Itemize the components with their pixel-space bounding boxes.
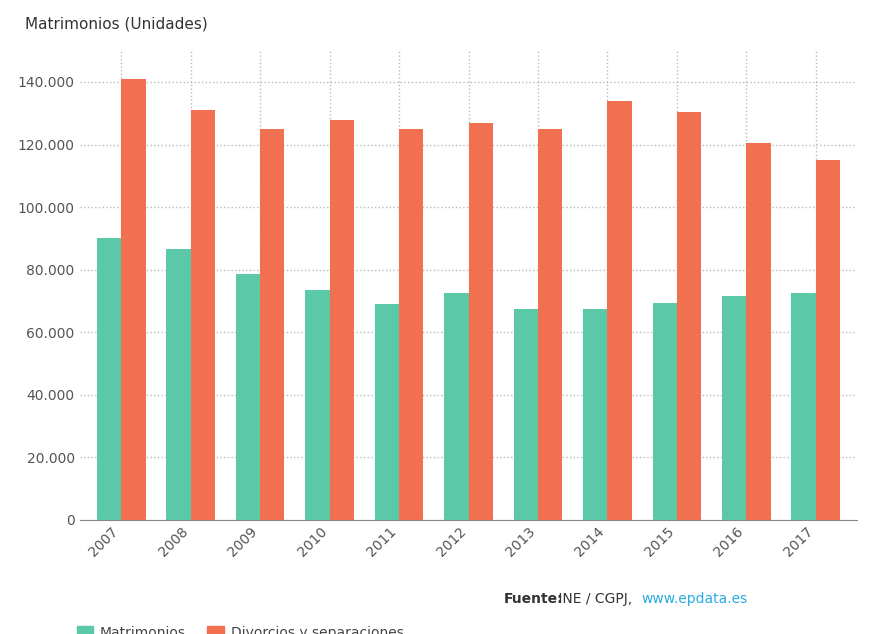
Legend: Matrimonios, Divorcios y separaciones: Matrimonios, Divorcios y separaciones [71,621,409,634]
Bar [583,309,607,520]
Text: INE / CGPJ,: INE / CGPJ, [554,592,636,606]
Bar [652,302,677,520]
Bar [791,293,816,520]
Bar [677,112,701,520]
Text: www.epdata.es: www.epdata.es [642,592,748,606]
Bar [816,160,840,520]
Bar [121,79,146,520]
Bar [330,120,354,520]
Text: Matrimonios (Unidades): Matrimonios (Unidades) [25,17,208,32]
Bar [445,293,469,520]
Bar [236,275,260,520]
Bar [746,143,771,520]
Bar [607,101,632,520]
Bar [305,290,330,520]
Bar [97,238,121,520]
Bar [399,129,423,520]
Bar [722,296,746,520]
Bar [375,304,399,520]
Bar [514,309,538,520]
Bar [191,110,215,520]
Bar [538,129,562,520]
Bar [166,249,191,520]
Text: Fuente:: Fuente: [504,592,563,606]
Bar [469,122,493,520]
Bar [260,129,285,520]
